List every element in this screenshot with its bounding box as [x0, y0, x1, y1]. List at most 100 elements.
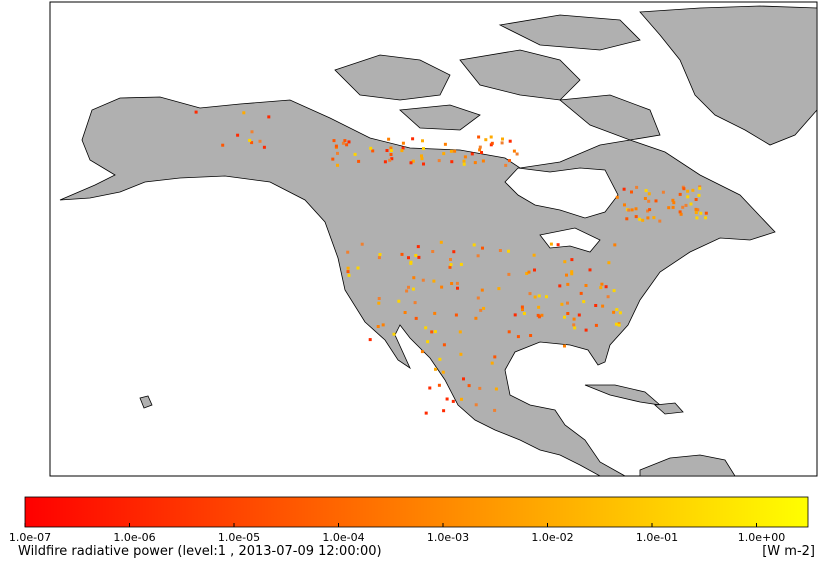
fire-pixel: [236, 133, 240, 137]
fire-pixel: [594, 304, 598, 307]
fire-pixel: [480, 288, 484, 292]
fire-pixel: [455, 281, 459, 285]
fire-pixel: [615, 308, 619, 312]
fire-pixel: [371, 149, 375, 153]
fire-pixel: [413, 301, 417, 305]
fire-pixel: [421, 139, 424, 143]
colorbar-tick-label: 1.0e-04: [322, 531, 364, 544]
fire-pixel: [442, 152, 446, 156]
colorbar-units: [W m-2]: [762, 544, 815, 559]
fire-pixel: [671, 205, 675, 209]
fire-pixel: [381, 323, 385, 327]
fire-pixel: [560, 302, 564, 306]
fire-pixel: [422, 162, 425, 166]
fire-pixel: [454, 313, 458, 317]
fire-pixel: [563, 315, 566, 319]
fire-pixel: [507, 249, 510, 253]
fire-pixel: [221, 143, 225, 147]
fire-pixel: [353, 152, 357, 156]
fire-pixel: [630, 208, 634, 212]
fire-pixel: [647, 199, 651, 203]
fire-pixel: [694, 211, 698, 214]
fire-pixel: [513, 313, 517, 317]
fire-pixel: [460, 397, 463, 401]
fire-pixel: [652, 216, 656, 220]
fire-pixel: [625, 217, 629, 221]
fire-pixel: [512, 149, 516, 153]
fire-pixel: [501, 137, 504, 141]
fire-pixel: [522, 312, 526, 315]
fire-pixel: [431, 250, 435, 253]
fire-pixel: [481, 246, 484, 250]
fire-pixel: [433, 311, 437, 315]
fire-pixel: [641, 218, 645, 222]
fire-pixel: [448, 265, 452, 269]
fire-pixel: [689, 202, 693, 206]
colorbar-tick-label: 1.0e-01: [636, 531, 678, 544]
fire-pixel: [401, 146, 405, 150]
fire-pixel: [679, 212, 683, 216]
fire-pixel: [661, 190, 665, 194]
fire-pixel: [489, 135, 493, 139]
fire-pixel: [686, 189, 690, 193]
fire-pixel: [458, 330, 462, 334]
fire-pixel: [334, 144, 338, 148]
fire-pixel: [392, 332, 396, 336]
fire-pixel: [401, 141, 405, 145]
fire-pixel: [520, 305, 524, 309]
fire-pixel: [449, 258, 452, 261]
colorbar-tick-label: 1.0e+00: [738, 531, 785, 544]
fire-pixel: [572, 317, 576, 321]
fire-pixel: [607, 261, 611, 265]
fire-pixel: [347, 273, 351, 277]
fire-pixel: [566, 282, 570, 286]
fire-pixel: [462, 377, 465, 381]
fire-pixel: [573, 326, 577, 330]
fire-pixel: [420, 154, 423, 158]
fire-pixel: [248, 138, 252, 142]
fire-pixel: [490, 361, 494, 365]
fire-pixel: [346, 270, 350, 274]
fire-pixel: [426, 340, 430, 344]
fire-pixel: [594, 323, 598, 327]
fire-pixel: [388, 158, 392, 162]
fire-pixel: [638, 217, 642, 221]
fire-pixel: [482, 306, 486, 310]
fire-pixel: [570, 272, 574, 276]
fire-pixel: [452, 250, 456, 254]
fire-pixel: [549, 242, 553, 246]
fire-pixel: [400, 252, 404, 256]
fire-pixel: [432, 279, 436, 283]
fire-pixel: [521, 308, 524, 312]
fire-pixel: [577, 313, 581, 317]
fire-pixel: [459, 262, 463, 266]
fire-pixel: [387, 137, 391, 141]
fire-pixel: [612, 289, 616, 293]
fire-pixel: [516, 335, 520, 339]
fire-pixel: [507, 330, 511, 334]
fire-pixel: [409, 260, 413, 264]
fire-pixel: [405, 289, 409, 293]
fire-pixel: [654, 199, 658, 203]
fire-pixel: [529, 334, 533, 337]
colorbar-tick-label: 1.0e-07: [9, 531, 51, 544]
fire-pixel: [678, 192, 682, 196]
fire-pixel: [697, 193, 701, 197]
fire-pixel: [566, 301, 569, 305]
fire-pixel: [691, 188, 695, 192]
fire-pixel: [434, 367, 437, 371]
fire-pixel: [678, 210, 682, 214]
fire-pixel: [473, 161, 477, 165]
fire-pixel: [601, 304, 605, 308]
hudson-bay: [504, 167, 619, 219]
fire-pixel: [462, 159, 466, 163]
fire-pixel: [606, 295, 610, 299]
fire-pixel: [437, 159, 441, 163]
fire-pixel: [445, 397, 449, 401]
fire-pixel: [490, 141, 494, 145]
fire-pixel: [383, 160, 387, 164]
fire-layer: [194, 110, 708, 415]
fire-pixel: [336, 163, 339, 167]
fire-pixel: [420, 350, 424, 354]
fire-pixel: [572, 323, 576, 327]
